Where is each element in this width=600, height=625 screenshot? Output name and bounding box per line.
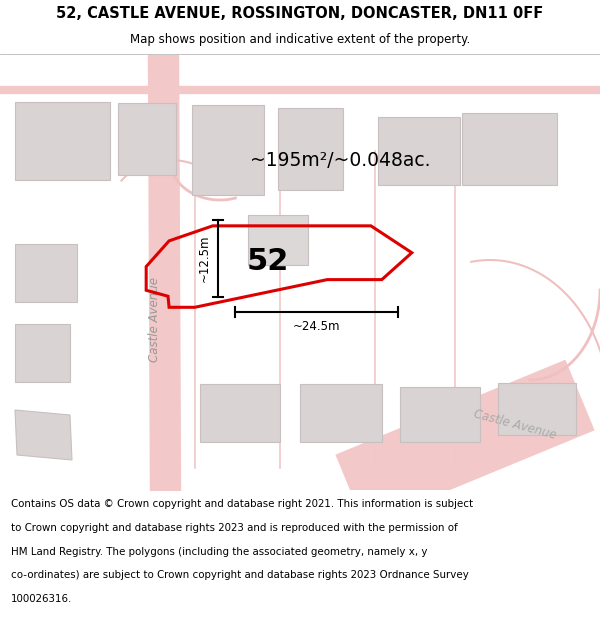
Text: Castle Avenue: Castle Avenue (149, 278, 161, 362)
Text: 100026316.: 100026316. (11, 594, 72, 604)
Bar (15, 102, 110, 180)
Text: 52, CASTLE AVENUE, ROSSINGTON, DONCASTER, DN11 0FF: 52, CASTLE AVENUE, ROSSINGTON, DONCASTER… (56, 6, 544, 21)
Text: ~12.5m: ~12.5m (197, 235, 211, 282)
Bar (278, 108, 343, 190)
Bar (192, 105, 264, 195)
Text: to Crown copyright and database rights 2023 and is reproduced with the permissio: to Crown copyright and database rights 2… (11, 523, 457, 533)
Bar (378, 117, 460, 185)
Text: ~195m²/~0.048ac.: ~195m²/~0.048ac. (250, 151, 430, 169)
Polygon shape (15, 410, 72, 460)
Bar (400, 387, 480, 442)
Text: 52: 52 (247, 247, 289, 276)
Text: co-ordinates) are subject to Crown copyright and database rights 2023 Ordnance S: co-ordinates) are subject to Crown copyr… (11, 571, 469, 581)
Bar (300, 384, 382, 442)
Text: HM Land Registry. The polygons (including the associated geometry, namely x, y: HM Land Registry. The polygons (includin… (11, 547, 427, 557)
Bar (200, 384, 280, 442)
Text: Castle Avenue: Castle Avenue (472, 408, 558, 442)
Text: Map shows position and indicative extent of the property.: Map shows position and indicative extent… (130, 33, 470, 46)
Bar (248, 215, 308, 265)
Bar (498, 383, 576, 435)
Bar (15, 324, 70, 382)
Text: Contains OS data © Crown copyright and database right 2021. This information is : Contains OS data © Crown copyright and d… (11, 499, 473, 509)
Bar (15, 244, 77, 302)
Text: ~24.5m: ~24.5m (293, 321, 340, 334)
Bar (462, 113, 557, 185)
Bar (118, 103, 176, 175)
